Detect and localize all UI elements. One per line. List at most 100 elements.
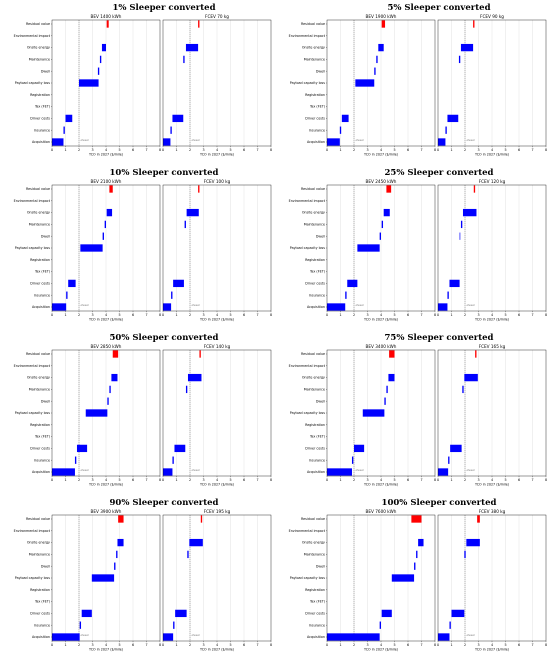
x-tick-label: 5: [504, 478, 506, 482]
bar-insurance: [63, 126, 65, 134]
bar-residual-value: [477, 515, 480, 523]
category-label: Payload capacity loss: [15, 411, 51, 415]
category-label: Dwell: [316, 399, 325, 403]
x-axis-label: TCO in 2027 ($/mile): [88, 648, 123, 652]
x-tick-label: 6: [518, 313, 520, 317]
bar-onsite-energy: [388, 373, 395, 382]
bar-acquisition: [52, 303, 67, 311]
panel-subtitle: FCEV 140 kg: [204, 344, 231, 349]
bar-dwell: [374, 67, 376, 75]
bar-residual-value: [109, 185, 113, 193]
x-axis-label: TCO in 2027 ($/mile): [474, 318, 509, 322]
x-tick-label: 0: [162, 148, 164, 152]
bar-onsite-energy: [462, 208, 477, 217]
x-tick-label: 1: [339, 148, 341, 152]
bar-onsite-energy: [466, 538, 480, 547]
x-tick-label: 4: [105, 643, 107, 647]
bar-residual-value: [389, 350, 395, 358]
diesel-label: diesel: [467, 138, 475, 142]
category-label: Residual value: [301, 517, 325, 521]
bar-onsite-energy: [111, 373, 118, 382]
x-tick-label: 2: [353, 478, 355, 482]
x-tick-label: 5: [393, 478, 395, 482]
category-label: Environmental impact: [14, 364, 51, 368]
group-title: 100% Sleeper converted: [382, 498, 497, 508]
category-label: Driver costs: [30, 117, 50, 121]
category-label: Tax (FET): [34, 105, 50, 109]
group-title: 5% Sleeper converted: [387, 3, 490, 13]
bar-driver-costs: [68, 279, 76, 288]
x-tick-label: 4: [105, 478, 107, 482]
category-label: Acquisition: [307, 140, 325, 144]
category-label: Tax (FET): [309, 105, 325, 109]
panel-subtitle: FCEV 120 kg: [479, 179, 506, 184]
bar-insurance: [379, 621, 381, 629]
category-label: Environmental impact: [289, 34, 326, 38]
category-label: Acquisition: [32, 305, 50, 309]
category-label: Maintenance: [304, 58, 325, 62]
x-tick-label: 8: [159, 478, 161, 482]
category-label: Tax (FET): [309, 600, 325, 604]
bar-maintenance: [464, 550, 466, 559]
category-label: Registration: [30, 93, 50, 97]
bar-acquisition: [327, 303, 346, 311]
bar-payload-capacity-loss: [362, 409, 385, 417]
panel-fcev: FCEV 195 kg diesel 0 1 2 3 4 5 6 7 8 TCO in 2027 ($…: [162, 509, 272, 652]
bar-residual-value: [381, 20, 386, 28]
category-label: Insurance: [309, 623, 325, 627]
x-tick-label: 8: [434, 313, 436, 317]
category-label: Onsite energy: [302, 541, 325, 545]
bar-onsite-energy: [383, 208, 390, 217]
x-tick-label: 6: [243, 643, 245, 647]
x-tick-label: 4: [380, 148, 382, 152]
bar-acquisition: [163, 303, 172, 311]
category-label: Payload capacity loss: [290, 576, 326, 580]
bar-acquisition: [327, 138, 340, 146]
panel-subtitle: FCEV 165 kg: [479, 344, 506, 349]
x-tick-label: 1: [450, 313, 452, 317]
bar-residual-value: [118, 515, 124, 523]
category-label: Maintenance: [29, 388, 50, 392]
category-label: Tax (FET): [34, 435, 50, 439]
bar-onsite-energy: [101, 43, 106, 52]
panel-fcev: FCEV 120 kg diesel 0 1 2 3 4 5 6 7 8 TCO in 2027 ($…: [437, 179, 547, 322]
x-tick-label: 8: [545, 643, 547, 647]
x-axis-label: TCO in 2027 ($/mile): [363, 483, 398, 487]
category-label: Insurance: [34, 623, 50, 627]
x-tick-label: 7: [531, 313, 533, 317]
x-axis-label: TCO in 2027 ($/mile): [199, 648, 234, 652]
x-tick-label: 4: [380, 313, 382, 317]
group-title: 50% Sleeper converted: [110, 333, 219, 343]
x-tick-label: 3: [91, 148, 93, 152]
diesel-label: diesel: [356, 468, 364, 472]
x-axis-label: TCO in 2027 ($/mile): [199, 318, 234, 322]
panel-bev: BEV 3400 kWh diesel 0 1 2 3 4 5 6 7 8 TCO in 2027 (…: [326, 344, 436, 487]
category-label: Residual value: [301, 22, 325, 26]
category-label: Onsite energy: [27, 46, 50, 50]
x-tick-label: 7: [420, 478, 422, 482]
x-tick-label: 4: [216, 478, 218, 482]
x-tick-label: 6: [132, 148, 134, 152]
panel-subtitle: BEV 7600 kWh: [366, 509, 397, 514]
x-tick-label: 0: [162, 478, 164, 482]
category-label: Payload capacity loss: [290, 81, 326, 85]
bar-maintenance: [416, 550, 418, 559]
category-label: Acquisition: [32, 140, 50, 144]
x-tick-label: 8: [159, 148, 161, 152]
panel-subtitle: FCEV 195 kg: [204, 509, 231, 514]
panel-subtitle: BEV 2850 kWh: [91, 344, 122, 349]
category-label: Onsite energy: [302, 211, 325, 215]
bar-maintenance: [185, 385, 188, 394]
x-tick-label: 4: [105, 148, 107, 152]
bar-acquisition: [327, 468, 352, 476]
category-label: Payload capacity loss: [15, 81, 51, 85]
category-label: Onsite energy: [302, 46, 325, 50]
category-label: Insurance: [309, 293, 325, 297]
category-label: Driver costs: [30, 282, 50, 286]
category-label: Environmental impact: [14, 529, 51, 533]
bar-residual-value: [475, 350, 477, 358]
category-label: Insurance: [309, 458, 325, 462]
x-tick-label: 4: [491, 643, 493, 647]
x-tick-label: 6: [518, 478, 520, 482]
